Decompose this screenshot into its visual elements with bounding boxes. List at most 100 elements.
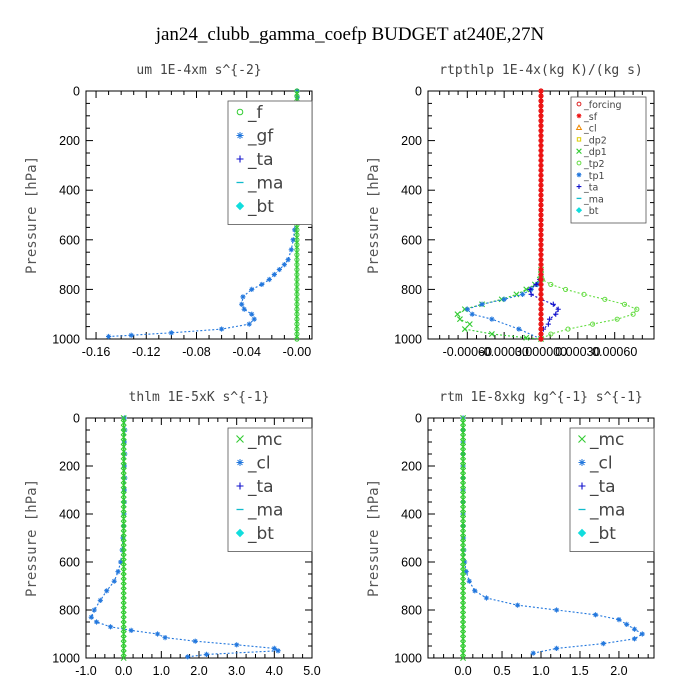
data-point (120, 419, 127, 426)
series-line (540, 269, 638, 340)
data-point (501, 296, 507, 302)
data-point (294, 271, 300, 278)
data-point (538, 197, 544, 203)
legend-label: _cl (583, 124, 597, 135)
legend-label: _bt (247, 524, 274, 544)
x-tick-label: 0.0 (115, 664, 132, 678)
x-tick-label: 1.5 (571, 664, 588, 678)
data-point (538, 262, 544, 268)
data-point (460, 501, 467, 508)
data-point (460, 530, 467, 537)
y-axis-label: Pressure [hPa] (24, 156, 40, 274)
y-tick-label: 200 (59, 134, 80, 148)
data-point (553, 311, 559, 317)
data-point (460, 448, 467, 455)
legend: _forcing_sf_cl_dp2_dp1_tp2_tp1_ta_ma_bt (570, 96, 647, 224)
data-point (285, 257, 291, 263)
data-point (120, 655, 127, 661)
x-tick-label: -0.08 (182, 345, 211, 359)
y-tick-label: 200 (401, 460, 422, 474)
legend: _mc _cl _ta _ma _bt (569, 427, 655, 552)
data-point (120, 501, 127, 508)
data-point (460, 539, 467, 546)
series-mc (460, 415, 467, 661)
data-point (460, 592, 467, 599)
data-point (271, 271, 277, 278)
data-point (460, 535, 467, 541)
data-point (460, 496, 467, 503)
data-point (120, 491, 127, 498)
y-tick-label: 800 (401, 283, 422, 297)
data-point (538, 182, 544, 188)
data-point (472, 588, 478, 594)
data-point (538, 331, 544, 337)
data-point (276, 266, 282, 273)
data-point (639, 631, 645, 637)
chart-panel-3: thlm 1E-5xK s^{-1} Pressure [hPa] 0 200 400 6… (24, 390, 321, 678)
data-point (483, 595, 490, 601)
data-point (154, 631, 161, 637)
data-point (538, 202, 544, 208)
y-tick-label: 0 (415, 412, 422, 426)
legend-marker (576, 148, 582, 154)
data-point (461, 326, 468, 333)
data-point (271, 645, 277, 651)
data-point (120, 621, 127, 628)
data-point (460, 607, 467, 613)
data-point (634, 306, 640, 312)
data-point (460, 583, 467, 589)
data-point (538, 222, 544, 228)
data-point (538, 242, 544, 248)
x-tick-label: 1.0 (153, 664, 170, 678)
data-point (538, 232, 544, 238)
panel-title: um 1E-4xm s^{-2} (136, 63, 261, 78)
data-point (234, 642, 240, 648)
data-point (489, 316, 495, 322)
y-tick-label: 200 (401, 134, 422, 148)
legend-label: _ma (589, 501, 625, 521)
y-axis-label: Pressure [hPa] (366, 156, 382, 274)
data-point (460, 645, 467, 652)
legend-marker (576, 113, 582, 119)
data-point (460, 453, 467, 460)
data-point (107, 624, 114, 630)
legend-label: _bt (583, 206, 599, 217)
legend-marker (235, 528, 245, 538)
data-point (294, 321, 300, 327)
data-point (120, 424, 127, 431)
data-point (530, 650, 536, 656)
data-point (466, 321, 473, 328)
legend-label: _ta (247, 150, 274, 170)
data-point (294, 232, 300, 238)
legend-label: _bt (247, 197, 274, 217)
data-point (460, 544, 467, 551)
data-point (122, 451, 128, 457)
data-point (275, 648, 281, 654)
data-point (120, 573, 127, 580)
legend-marker (236, 435, 244, 443)
data-point (460, 467, 467, 474)
legend-label: _ma (247, 174, 283, 194)
data-point (538, 138, 544, 144)
y-axis-label: Pressure [hPa] (24, 479, 40, 597)
data-point (460, 611, 467, 618)
data-point (624, 621, 630, 627)
data-point (460, 463, 467, 469)
data-point (294, 262, 300, 268)
data-point (488, 331, 495, 338)
data-point (120, 602, 127, 609)
legend-marker (576, 184, 582, 189)
data-point (515, 602, 521, 608)
legend-label: _forcing (583, 100, 622, 111)
x-tick-label: -0.00030 (479, 345, 528, 359)
x-tick-label: 3.0 (228, 664, 245, 678)
data-point (538, 311, 544, 317)
data-point (562, 286, 569, 292)
data-point (538, 217, 544, 223)
legend-marker (236, 155, 244, 163)
data-point (120, 477, 127, 484)
data-point (460, 568, 467, 575)
data-point (120, 415, 127, 421)
data-point (460, 482, 467, 489)
data-point (460, 655, 467, 661)
